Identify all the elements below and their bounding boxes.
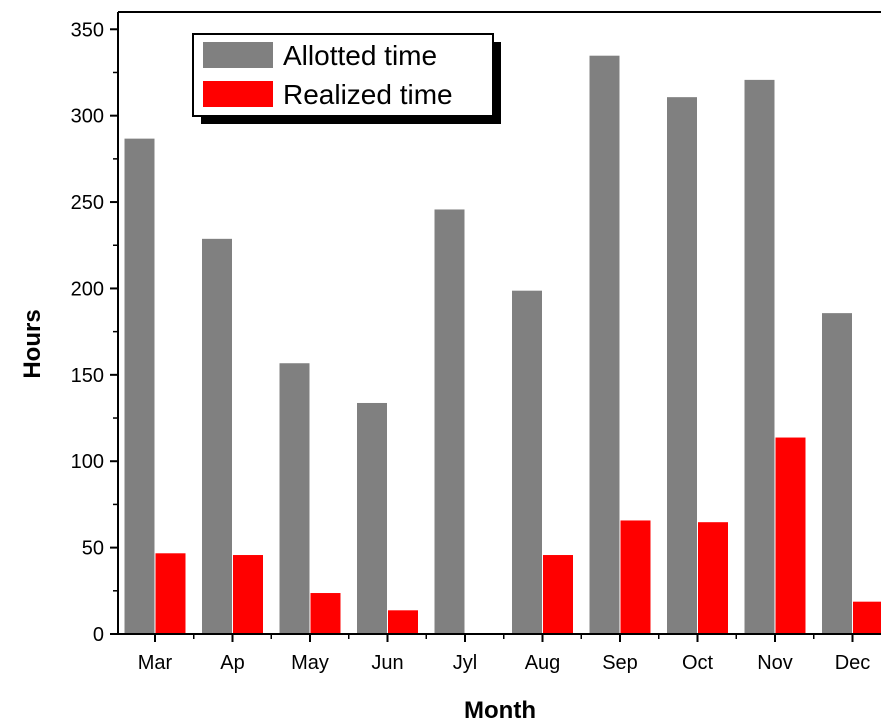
x-axis-title: Month <box>464 697 536 724</box>
x-tick-label-sep: Sep <box>602 652 638 674</box>
bars-layer <box>123 54 881 635</box>
bar-allotted-oct <box>666 96 698 635</box>
legend-swatch-realized <box>203 81 273 107</box>
x-tick-label-may: May <box>291 652 329 674</box>
bar-allotted-mar <box>123 137 156 635</box>
bar-allotted-aug <box>511 289 543 635</box>
x-tick-label-ap: Ap <box>220 652 244 674</box>
bar-allotted-jyl <box>433 208 466 635</box>
bar-allotted-dec <box>821 312 853 635</box>
y-tick-label: 50 <box>82 538 104 560</box>
bar-realized-nov <box>774 436 807 635</box>
bar-realized-sep <box>619 519 652 635</box>
y-tick-label: 250 <box>71 192 104 214</box>
bar-realized-oct <box>697 521 729 635</box>
bar-realized-jun <box>387 609 419 635</box>
x-tick-label-aug: Aug <box>525 652 561 674</box>
x-tick-label-dec: Dec <box>835 652 871 674</box>
y-axis-title: Hours <box>19 309 46 378</box>
legend-label-allotted: Allotted time <box>283 40 437 71</box>
y-tick-label: 0 <box>93 624 104 646</box>
legend-swatch-allotted <box>203 42 273 68</box>
x-tick-label-oct: Oct <box>682 652 714 674</box>
bar-realized-aug <box>542 554 574 635</box>
y-tick-label: 150 <box>71 365 104 387</box>
y-tick-label: 200 <box>71 278 104 300</box>
y-tick-label: 300 <box>71 106 104 128</box>
bar-realized-mar <box>154 552 187 635</box>
y-tick-label: 100 <box>71 451 104 473</box>
x-tick-label-jun: Jun <box>371 652 403 674</box>
bar-realized-ap <box>232 554 264 635</box>
bar-realized-dec <box>852 600 881 635</box>
legend: Allotted time Realized time <box>192 33 501 124</box>
bar-allotted-ap <box>201 237 233 635</box>
x-tick-label-mar: Mar <box>138 652 173 674</box>
x-tick-label-jyl: Jyl <box>453 652 477 674</box>
legend-label-realized: Realized time <box>283 79 453 110</box>
ticks-layer: 0 50 100 150 200 250 300 350 Mar Ap May Jun Jyl Aug Se… <box>71 19 871 674</box>
bar-allotted-may <box>278 362 311 635</box>
bar-allotted-sep <box>588 54 621 635</box>
bar-realized-may <box>309 592 342 635</box>
x-tick-label-nov: Nov <box>757 652 793 674</box>
bar-allotted-nov <box>743 78 776 635</box>
bar-allotted-jun <box>356 401 388 635</box>
y-tick-label: 350 <box>71 19 104 41</box>
